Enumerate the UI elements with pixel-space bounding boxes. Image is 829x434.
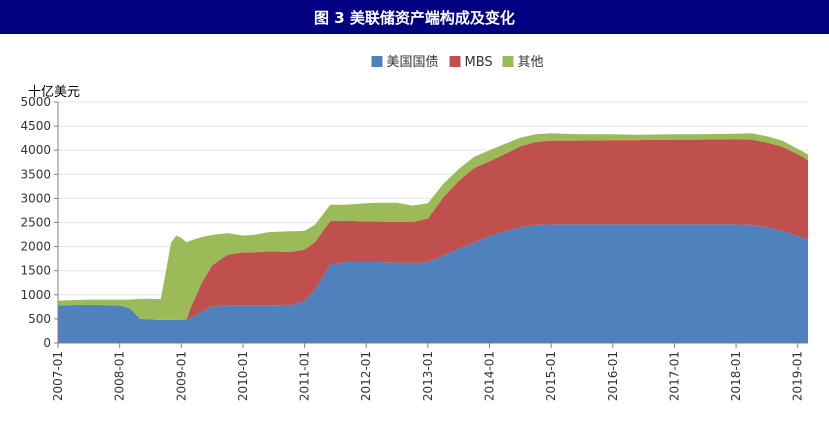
x-tick-label: 2011-01 (298, 351, 312, 401)
area-series-3 (58, 133, 808, 320)
y-axis-ticks: 0 500 1000 1500 2000 2500 3000 3500 4000 4500 5000 (20, 95, 58, 350)
legend: 美国国债 MBS 其他 (371, 55, 544, 70)
chart-title: 图 3 美联储资产端构成及变化 (314, 8, 515, 27)
y-tick-label: 3000 (20, 191, 51, 205)
x-tick-label: 2014-01 (483, 351, 497, 401)
x-tick-label: 2007-01 (51, 351, 65, 401)
y-tick-label: 2000 (20, 240, 51, 254)
x-tick-label: 2017-01 (667, 351, 681, 401)
legend-swatch-3 (502, 56, 514, 67)
x-tick-label: 2019-01 (791, 351, 805, 401)
x-tick-label: 2016-01 (606, 351, 620, 401)
chart-title-bar: 图 3 美联储资产端构成及变化 (0, 0, 829, 34)
legend-label-2: MBS (465, 55, 493, 70)
legend-swatch-1 (371, 56, 383, 67)
y-tick-label: 0 (43, 336, 51, 350)
x-axis-ticks: 2007-01 2008-01 2009-01 2010-01 2011-01 2012-… (51, 343, 805, 401)
y-axis-unit-label: 十亿美元 (28, 85, 80, 100)
y-tick-label: 3500 (20, 167, 51, 181)
area-series-1 (58, 224, 808, 343)
legend-label-1: 美国国债 (387, 55, 439, 70)
legend-label-3: 其他 (518, 55, 544, 70)
x-tick-label: 2008-01 (113, 351, 127, 401)
x-tick-label: 2018-01 (729, 351, 743, 401)
stacked-area-chart: 美国国债 MBS 其他 十亿美元 0 500 1000 1500 2000 2500 3000 3… (20, 55, 808, 401)
area-series-2 (58, 139, 808, 320)
y-tick-label: 4000 (20, 143, 51, 157)
x-tick-label: 2015-01 (544, 351, 558, 401)
y-tick-label: 1500 (20, 264, 51, 278)
area-series-group (58, 133, 808, 343)
y-tick-label: 2500 (20, 216, 51, 230)
y-tick-label: 5000 (20, 95, 51, 109)
y-tick-label: 4500 (20, 119, 51, 133)
x-tick-label: 2009-01 (174, 351, 188, 401)
x-tick-label: 2010-01 (236, 351, 250, 401)
x-tick-label: 2012-01 (359, 351, 373, 401)
x-tick-label: 2013-01 (421, 351, 435, 401)
y-tick-label: 500 (28, 312, 51, 326)
legend-swatch-2 (449, 56, 461, 67)
y-tick-label: 1000 (20, 288, 51, 302)
